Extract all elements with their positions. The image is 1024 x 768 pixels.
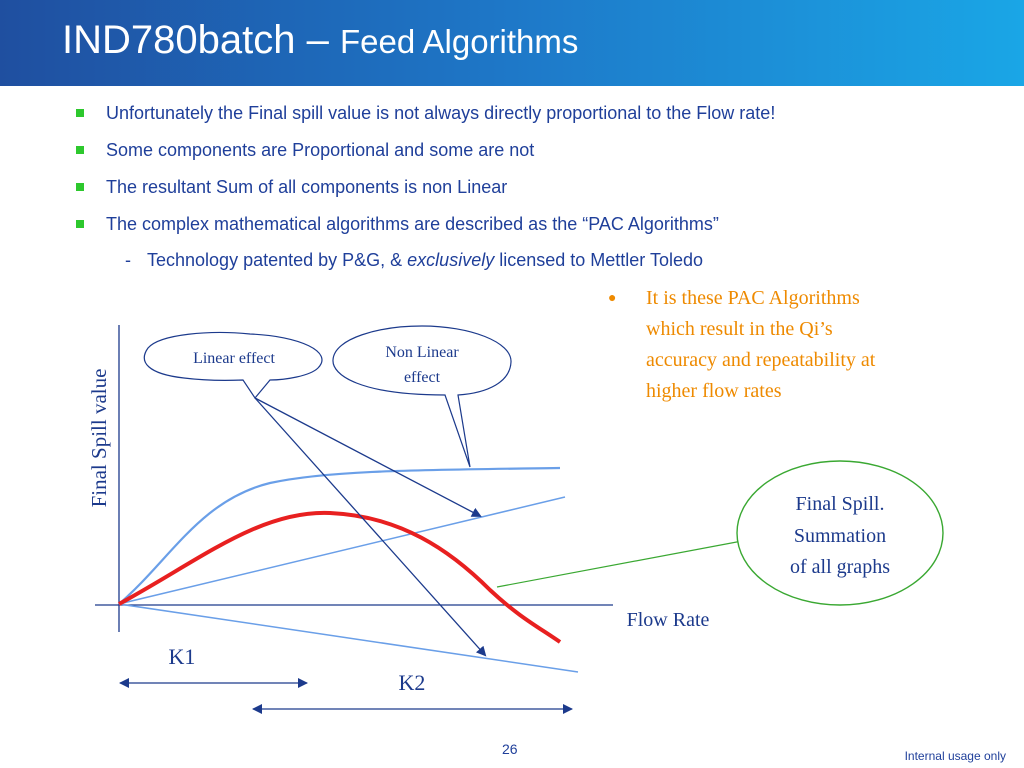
usage-note: Internal usage only <box>904 749 1006 763</box>
title-sub: Feed Algorithms <box>339 23 579 60</box>
bullet-text: The complex mathematical algorithms are … <box>106 214 719 234</box>
bullet-item: The resultant Sum of all components is n… <box>76 175 775 199</box>
k1-label: K1 <box>169 644 196 669</box>
note-line: It is these PAC Algorithms <box>646 287 860 309</box>
note-line: accuracy and repeatability at <box>646 349 876 371</box>
note-line: which result in the Qi’s <box>646 318 833 340</box>
sub-bullet-dash: - <box>125 250 131 270</box>
linear-increasing-line <box>118 496 566 605</box>
bullet-text: The resultant Sum of all components is n… <box>106 177 508 197</box>
final-spill-line2: Summation <box>794 525 886 547</box>
sub-bullet: - Technology patented by P&G, & exclusive… <box>125 250 703 271</box>
bullet-item: The complex mathematical algorithms are … <box>76 212 775 236</box>
linear-effect-callout: Linear effect <box>143 331 323 400</box>
x-axis-label: Flow Rate <box>627 609 710 631</box>
linear-decreasing-line <box>118 603 579 673</box>
sub-bullet-pre: Technology patented by P&G, & <box>147 250 408 270</box>
sub-bullet-italic: exclusively <box>407 250 495 270</box>
final-spill-line1: Final Spill. <box>796 493 885 515</box>
note-bullet-icon: ● <box>608 291 617 306</box>
y-axis-label: Final Spill value <box>87 369 111 508</box>
bullet-text: Some components are Proportional and som… <box>106 140 535 160</box>
sub-bullet-post: licensed to Mettler Toledo <box>494 250 703 270</box>
bullet-item: Some components are Proportional and som… <box>76 138 775 162</box>
pac-note: ● It is these PAC Algorithms which resul… <box>608 283 875 407</box>
final-spill-curve <box>118 510 562 644</box>
bullet-square-icon <box>76 220 84 228</box>
bullet-list: Unfortunately the Final spill value is n… <box>76 101 775 249</box>
final-callout-pointer <box>496 540 743 588</box>
bullet-square-icon <box>76 183 84 191</box>
nonlinear-label-line1: Non Linear <box>385 344 459 361</box>
saturating-curve <box>118 466 561 605</box>
nonlinear-effect-callout: Non Linear effect <box>332 325 512 468</box>
bullet-square-icon <box>76 146 84 154</box>
bullet-item: Unfortunately the Final spill value is n… <box>76 101 775 125</box>
nonlinear-label-line2: effect <box>404 369 441 386</box>
slide-title: IND780batch – Feed Algorithms <box>62 18 578 63</box>
k2-label: K2 <box>399 670 426 695</box>
title-main: IND780batch – <box>62 18 340 62</box>
final-spill-line3: of all graphs <box>790 556 890 578</box>
bullet-square-icon <box>76 109 84 117</box>
arrow-to-decreasing <box>254 397 487 657</box>
final-spill-callout: Final Spill. Summation of all graphs <box>736 460 944 606</box>
title-bar: IND780batch – Feed Algorithms <box>0 0 1024 86</box>
linear-effect-label: Linear effect <box>193 350 275 367</box>
note-line: higher flow rates <box>646 380 782 402</box>
arrow-to-linear <box>254 397 482 517</box>
page-number: 26 <box>502 741 518 757</box>
bullet-text: Unfortunately the Final spill value is n… <box>106 103 776 123</box>
